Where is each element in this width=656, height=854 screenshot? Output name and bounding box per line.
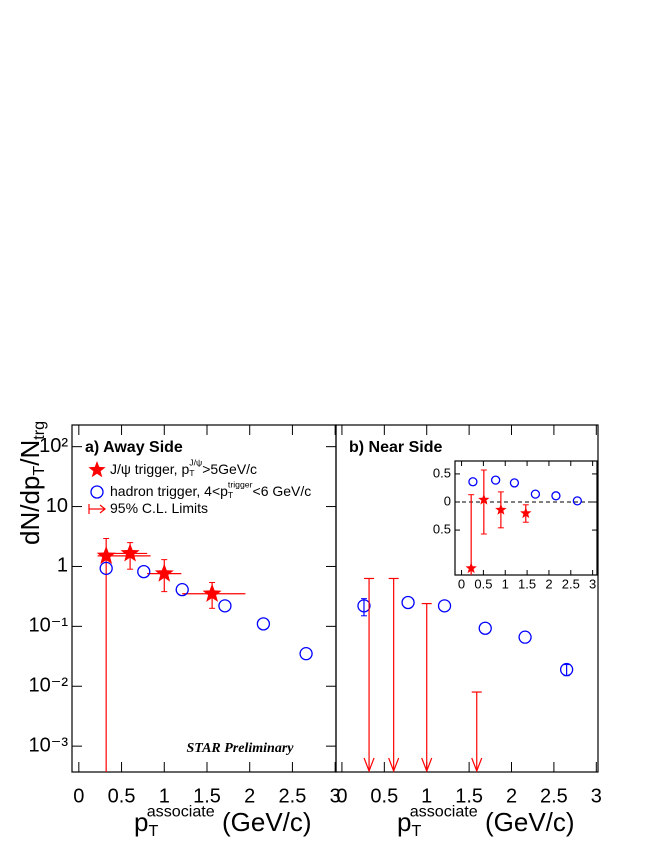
x-tick-label: 2.5 — [279, 785, 307, 807]
rich-text: hadron trigger, 4<pTtrigger<6 GeV/c — [110, 480, 311, 501]
circle-marker — [218, 599, 232, 613]
x-tick-label: 0 — [458, 576, 465, 591]
text-part: T — [30, 466, 48, 476]
rich-text: pTassociate (GeV/c) — [397, 803, 575, 841]
text-part: T — [228, 490, 234, 500]
circle-marker — [175, 582, 189, 597]
text-part: /N — [15, 440, 45, 466]
rich-text: dN/dpT/Ntrg — [15, 421, 48, 545]
x-tick-label: 1 — [502, 576, 509, 591]
circle-marker — [256, 617, 271, 631]
panel-title: b) Near Side — [349, 439, 442, 456]
circle-marker — [509, 478, 520, 488]
star-marker — [465, 562, 477, 574]
plot-frame — [454, 460, 598, 576]
circle-marker — [137, 564, 151, 579]
rich-text: 95% C.L. Limits — [110, 500, 208, 516]
x-tick-label: 2.5 — [540, 785, 568, 807]
star-marker — [478, 493, 490, 505]
circle-marker — [437, 599, 452, 613]
x-tick-label: 0.5 — [474, 576, 492, 591]
y-tick-label: 0.5 — [433, 465, 451, 480]
circle-marker — [490, 475, 501, 485]
text-part: J/ψ trigger, p — [110, 461, 189, 477]
x-tick-label: 2 — [545, 576, 552, 591]
x-tick-label: 2 — [506, 785, 517, 807]
x-tick-label: 0.5 — [108, 785, 136, 807]
x-tick-label: 0 — [336, 785, 347, 807]
circle-marker — [530, 489, 541, 499]
star-marker — [495, 503, 507, 515]
legend-marker — [88, 461, 106, 478]
text-part: trg — [30, 421, 48, 440]
circle-marker — [299, 647, 313, 661]
x-tick-label: 3 — [330, 785, 341, 807]
circle-marker — [468, 477, 478, 487]
text-part: J/ψ — [189, 458, 202, 468]
arrow-head — [421, 757, 433, 773]
text-part: T — [411, 822, 421, 840]
star-marker — [520, 507, 532, 519]
text-part: (GeV/c) — [215, 807, 312, 837]
circle-marker — [572, 496, 582, 506]
annotation: STAR Preliminary — [187, 741, 295, 756]
circle-marker — [551, 491, 561, 501]
x-tick-label: 0 — [73, 785, 84, 807]
text-part: p — [134, 807, 148, 837]
x-tick-label: 1 — [421, 785, 432, 807]
y-tick-label: 0 — [444, 493, 451, 508]
circle-marker — [99, 561, 113, 575]
rich-text: J/ψ trigger, pTJ/ψ>5GeV/c — [110, 458, 257, 479]
x-tick-label: 0.5 — [370, 785, 398, 807]
y-tick-label: 0.5 — [433, 522, 451, 537]
plot-frame — [71, 424, 337, 773]
text-part: associate — [147, 803, 215, 821]
text-part: T — [189, 468, 195, 478]
plot-frame — [335, 424, 599, 773]
circle-marker — [559, 662, 574, 677]
x-tick-label: 2 — [244, 785, 255, 807]
text-part: >5GeV/c — [202, 461, 257, 477]
y-tick-label: 10⁻¹ — [29, 615, 69, 637]
x-tick-label: 1 — [159, 785, 170, 807]
arrow-head — [363, 757, 375, 773]
y-tick-label: 10 — [46, 495, 68, 517]
y-tick-label: 10⁻³ — [29, 734, 69, 756]
circle-marker — [518, 630, 532, 644]
panel-title: a) Away Side — [85, 439, 183, 456]
x-tick-label: 3 — [591, 785, 602, 807]
star-marker — [202, 583, 222, 602]
text-part: dN/dp — [15, 476, 45, 545]
text-part: T — [148, 822, 158, 840]
x-tick-label: 1.5 — [193, 785, 221, 807]
arrow-head — [388, 757, 400, 773]
x-tick-label: 1.5 — [518, 576, 536, 591]
text-part: 95% C.L. Limits — [110, 500, 208, 516]
circle-marker — [401, 595, 415, 610]
rich-text: pTassociate (GeV/c) — [134, 803, 312, 841]
text-part: associate — [410, 803, 478, 821]
y-tick-label: 10² — [39, 435, 68, 457]
circle-marker — [357, 599, 371, 613]
circle-marker — [478, 621, 492, 635]
y-tick-label: 1 — [57, 555, 68, 577]
legend-marker — [99, 504, 106, 514]
y-tick-label: 10⁻² — [29, 675, 69, 697]
text-part: trigger — [228, 480, 253, 490]
star-marker — [96, 545, 116, 564]
arrow-head — [471, 757, 483, 773]
text-part: hadron trigger, 4<p — [110, 483, 228, 499]
x-tick-label: 1.5 — [455, 785, 483, 807]
x-tick-label: 2.5 — [562, 576, 580, 591]
star-marker — [154, 563, 174, 582]
text-part: <6 GeV/c — [253, 483, 312, 499]
x-tick-label: 3 — [589, 576, 596, 591]
text-part: p — [397, 807, 411, 837]
star-marker — [120, 543, 140, 562]
text-part: (GeV/c) — [478, 807, 575, 837]
legend-marker — [90, 485, 104, 499]
